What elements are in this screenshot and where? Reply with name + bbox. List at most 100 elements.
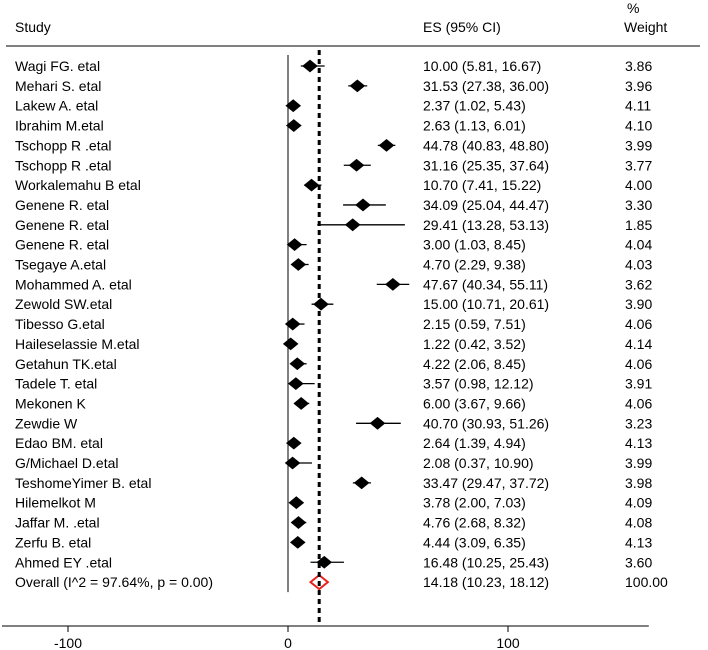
weight-value: 4.13 bbox=[625, 435, 652, 451]
study-row: Getahun TK.etal 4.22 (2.06, 8.45) 4.06 bbox=[15, 356, 652, 372]
effect-size-ci: 2.64 (1.39, 4.94) bbox=[423, 435, 526, 451]
point-estimate-marker bbox=[378, 139, 395, 152]
point-estimate-marker bbox=[284, 317, 301, 331]
weight-value: 4.13 bbox=[625, 534, 652, 550]
point-estimate-marker bbox=[285, 99, 302, 113]
header-weight: Weight bbox=[624, 19, 667, 35]
weight-value: 3.99 bbox=[625, 137, 652, 153]
point-estimate-marker bbox=[282, 337, 299, 351]
point-estimate-marker bbox=[289, 357, 306, 371]
effect-size-ci: 3.78 (2.00, 7.03) bbox=[423, 495, 526, 511]
study-row: Genene R. etal 34.09 (25.04, 44.47) 3.30 bbox=[15, 197, 652, 213]
overall-row: Overall (I^2 = 97.64%, p = 0.00) 14.18 (1… bbox=[15, 573, 668, 591]
study-row: Lakew A. etal 2.37 (1.02, 5.43) 4.11 bbox=[15, 98, 651, 114]
weight-value: 4.04 bbox=[625, 237, 652, 253]
effect-size-ci: 15.00 (10.71, 20.61) bbox=[423, 296, 549, 312]
study-label: Jaffar M. .etal bbox=[15, 515, 100, 531]
study-row: Ahmed EY .etal 16.48 (10.25, 25.43) 3.60 bbox=[15, 554, 652, 570]
effect-size-ci: 44.78 (40.83, 48.80) bbox=[423, 137, 549, 153]
weight-value: 4.06 bbox=[625, 356, 652, 372]
study-label: TeshomeYimer B. etal bbox=[15, 475, 151, 491]
study-row: Tibesso G.etal 2.15 (0.59, 7.51) 4.06 bbox=[15, 316, 652, 332]
effect-size-ci: 2.37 (1.02, 5.43) bbox=[423, 98, 526, 114]
study-row: Tadele T. etal 3.57 (0.98, 12.12) 3.91 bbox=[15, 376, 652, 392]
weight-value: 3.30 bbox=[625, 197, 652, 213]
study-label: Ibrahim M.etal bbox=[15, 118, 104, 134]
effect-size-ci: 40.70 (30.93, 51.26) bbox=[423, 415, 549, 431]
effect-size-ci: 1.22 (0.42, 3.52) bbox=[423, 336, 526, 352]
overall-effect-size-ci: 14.18 (10.23, 18.12) bbox=[423, 574, 549, 590]
point-estimate-marker bbox=[344, 218, 361, 232]
point-estimate-marker bbox=[288, 377, 304, 390]
study-label: Mohammed A. etal bbox=[15, 276, 132, 292]
study-row: G/Michael D.etal 2.08 (0.37, 10.90) 3.99 bbox=[15, 455, 652, 471]
study-row: Wagi FG. etal 10.00 (5.81, 16.67) 3.86 bbox=[15, 58, 652, 74]
study-row: Workalemahu B etal 10.70 (7.41, 15.22) 4.0… bbox=[15, 177, 652, 193]
study-row: Haileselassie M.etal 1.22 (0.42, 3.52) 4.1… bbox=[15, 336, 652, 352]
study-row: Mohammed A. etal 47.67 (40.34, 55.11) 3.62 bbox=[15, 276, 652, 292]
point-estimate-marker bbox=[349, 79, 366, 93]
study-label: Mehari S. etal bbox=[15, 78, 101, 94]
study-label: Zewold SW.etal bbox=[15, 296, 112, 312]
overall-weight: 100.00 bbox=[625, 574, 668, 590]
effect-size-ci: 10.00 (5.81, 16.67) bbox=[423, 58, 541, 74]
study-label: Genene R. etal bbox=[15, 237, 109, 253]
point-estimate-marker bbox=[286, 238, 303, 252]
x-tick-label: -100 bbox=[54, 635, 82, 650]
header-es-ci: ES (95% CI) bbox=[423, 19, 501, 35]
study-row: Tschopp R .etal 44.78 (40.83, 48.80) 3.99 bbox=[15, 137, 652, 153]
point-estimate-marker bbox=[302, 59, 318, 73]
weight-value: 3.86 bbox=[625, 58, 652, 74]
study-row: Genene R. etal 29.41 (13.28, 53.13) 1.85 bbox=[15, 217, 652, 233]
study-label: G/Michael D.etal bbox=[15, 455, 118, 471]
study-label: Workalemahu B etal bbox=[15, 177, 141, 193]
study-label: Tibesso G.etal bbox=[15, 316, 105, 332]
point-estimate-marker bbox=[369, 416, 386, 430]
effect-size-ci: 2.15 (0.59, 7.51) bbox=[423, 316, 526, 332]
effect-size-ci: 31.53 (27.38, 36.00) bbox=[423, 78, 549, 94]
effect-size-ci: 16.48 (10.25, 25.43) bbox=[423, 554, 549, 570]
effect-size-ci: 47.67 (40.34, 55.11) bbox=[423, 276, 548, 292]
study-label: Tsegaye A.etal bbox=[15, 257, 106, 273]
study-row: Hilemelkot M 3.78 (2.00, 7.03) 4.09 bbox=[15, 495, 652, 511]
x-tick-label: 0 bbox=[284, 635, 292, 650]
study-label: Ahmed EY .etal bbox=[15, 554, 112, 570]
study-label: Haileselassie M.etal bbox=[15, 336, 140, 352]
study-row: Edao BM. etal 2.64 (1.39, 4.94) 4.13 bbox=[15, 435, 652, 451]
weight-value: 1.85 bbox=[625, 217, 652, 233]
effect-size-ci: 33.47 (29.47, 37.72) bbox=[423, 475, 549, 491]
overall-label: Overall (I^2 = 97.64%, p = 0.00) bbox=[15, 574, 213, 590]
study-row: Jaffar M. .etal 4.76 (2.68, 8.32) 4.08 bbox=[15, 515, 652, 531]
point-estimate-marker bbox=[289, 536, 306, 549]
point-estimate-marker bbox=[290, 258, 307, 271]
study-label: Genene R. etal bbox=[15, 197, 109, 213]
weight-value: 3.62 bbox=[625, 276, 652, 292]
effect-size-ci: 4.70 (2.29, 9.38) bbox=[423, 257, 526, 273]
study-label: Zewdie W bbox=[15, 415, 78, 431]
weight-value: 3.96 bbox=[625, 78, 652, 94]
point-estimate-marker bbox=[348, 158, 365, 172]
point-estimate-marker bbox=[355, 198, 371, 212]
study-row: Tsegaye A.etal 4.70 (2.29, 9.38) 4.03 bbox=[15, 257, 652, 273]
weight-value: 3.98 bbox=[625, 475, 652, 491]
weight-value: 3.77 bbox=[625, 157, 652, 173]
weight-value: 4.06 bbox=[625, 316, 652, 332]
weight-value: 3.60 bbox=[625, 554, 652, 570]
study-row: Tschopp R .etal 31.16 (25.35, 37.64) 3.77 bbox=[15, 157, 652, 173]
header-study: Study bbox=[15, 19, 51, 35]
study-row: TeshomeYimer B. etal 33.47 (29.47, 37.72)… bbox=[15, 475, 652, 491]
weight-value: 4.00 bbox=[625, 177, 652, 193]
point-estimate-marker bbox=[290, 516, 307, 529]
weight-value: 3.91 bbox=[625, 376, 652, 392]
effect-size-ci: 29.41 (13.28, 53.13) bbox=[423, 217, 549, 233]
effect-size-ci: 4.22 (2.06, 8.45) bbox=[423, 356, 526, 372]
point-estimate-marker bbox=[286, 436, 302, 450]
study-row: Zerfu B. etal 4.44 (3.09, 6.35) 4.13 bbox=[15, 534, 652, 550]
study-label: Hilemelkot M bbox=[15, 495, 96, 511]
weight-value: 4.06 bbox=[625, 395, 652, 411]
point-estimate-marker bbox=[288, 496, 305, 510]
weight-value: 4.03 bbox=[625, 257, 652, 273]
effect-size-ci: 6.00 (3.67, 9.66) bbox=[423, 395, 526, 411]
study-label: Genene R. etal bbox=[15, 217, 109, 233]
study-label: Wagi FG. etal bbox=[15, 58, 100, 74]
